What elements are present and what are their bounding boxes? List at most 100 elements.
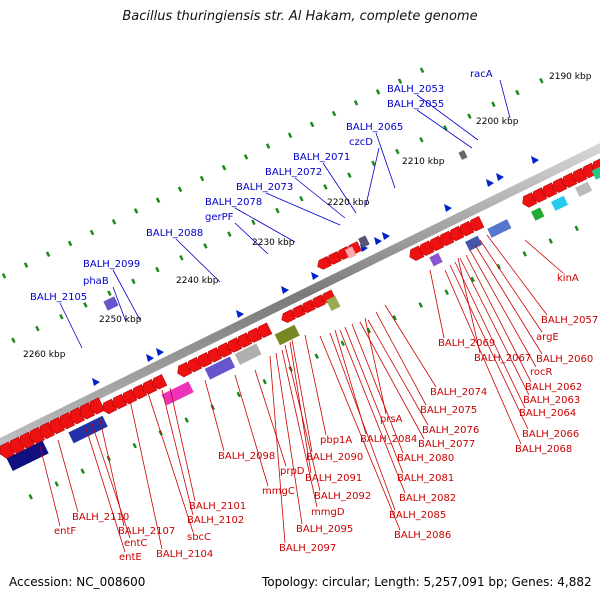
reverse-gene-label: BALH_2064 bbox=[519, 408, 576, 419]
tick-mark bbox=[419, 67, 425, 74]
reverse-leader-line bbox=[319, 335, 401, 531]
forward-gene-label: BALH_2055 bbox=[387, 99, 444, 110]
feature-box bbox=[161, 381, 194, 406]
forward-gene-label: BALH_2053 bbox=[387, 84, 444, 95]
reverse-gene-label: BALH_2057 bbox=[541, 315, 598, 326]
reverse-gene-label: prpD bbox=[280, 466, 305, 477]
feature-box bbox=[274, 324, 300, 346]
ruler-label: 2260 kbp bbox=[23, 350, 66, 360]
forward-arrow bbox=[496, 173, 504, 181]
reverse-gene-block bbox=[152, 374, 168, 390]
forward-gene-label: czcD bbox=[349, 137, 373, 148]
forward-arrow bbox=[531, 156, 539, 164]
feature-box bbox=[531, 207, 545, 221]
tick-mark bbox=[548, 238, 553, 244]
reverse-leader-line bbox=[344, 326, 404, 474]
tick-mark bbox=[80, 468, 85, 474]
reverse-leader-line bbox=[85, 427, 126, 553]
reverse-gene-label: BALH_2074 bbox=[430, 387, 487, 398]
reverse-leader-line bbox=[359, 321, 425, 440]
reverse-leader-line bbox=[459, 257, 530, 396]
forward-gene-label: BALH_2065 bbox=[346, 122, 403, 133]
reverse-leader-line bbox=[147, 392, 194, 533]
map-title: Bacillus thuringiensis str. Al Hakam, co… bbox=[122, 9, 478, 24]
reverse-leader-line bbox=[161, 389, 194, 516]
tick-mark bbox=[155, 197, 161, 203]
tick-mark bbox=[107, 290, 112, 296]
tick-mark bbox=[395, 148, 400, 155]
feature-box bbox=[575, 181, 593, 197]
reverse-gene-label: BALH_2091 bbox=[305, 473, 362, 484]
tick-mark bbox=[443, 125, 448, 131]
reverse-leader-line bbox=[281, 349, 318, 508]
tick-mark bbox=[184, 417, 189, 423]
tick-mark bbox=[444, 289, 449, 296]
reverse-gene-block bbox=[79, 402, 96, 420]
tick-mark bbox=[11, 337, 16, 344]
reverse-gene-block bbox=[469, 215, 485, 232]
forward-arrow bbox=[374, 237, 382, 245]
reverse-leader-line bbox=[304, 334, 327, 436]
tick-mark bbox=[1, 273, 7, 279]
forward-gene-label: BALH_2105 bbox=[30, 292, 87, 303]
tick-mark bbox=[574, 225, 579, 232]
feature-box bbox=[458, 150, 468, 160]
reverse-gene-label: prsA bbox=[380, 414, 403, 425]
reverse-gene-label: kinA bbox=[557, 273, 579, 284]
tick-mark bbox=[243, 154, 249, 160]
reverse-leader-line bbox=[254, 369, 287, 467]
forward-arrow bbox=[486, 179, 494, 187]
reverse-leader-line bbox=[339, 329, 406, 494]
tick-mark bbox=[353, 100, 359, 106]
forward-gene-label: BALH_2078 bbox=[205, 197, 262, 208]
tick-mark bbox=[314, 353, 319, 359]
reverse-gene-block bbox=[29, 426, 46, 444]
reverse-gene-label: BALH_2076 bbox=[422, 425, 479, 436]
forward-leader-line bbox=[375, 132, 396, 189]
forward-gene-label: BALH_2088 bbox=[146, 228, 203, 239]
feature-box bbox=[358, 235, 370, 248]
ruler-label: 2220 kbp bbox=[327, 198, 370, 208]
reverse-gene-label: BALH_2081 bbox=[397, 473, 454, 484]
tick-mark bbox=[419, 136, 424, 143]
reverse-leader-line bbox=[465, 254, 532, 383]
reverse-gene-label: BALH_2069 bbox=[438, 338, 495, 349]
tick-mark bbox=[177, 186, 183, 193]
tick-mark bbox=[515, 89, 520, 96]
tick-mark bbox=[331, 110, 337, 117]
forward-leader-line bbox=[365, 147, 380, 206]
reverse-gene-label: BALH_2110 bbox=[72, 512, 129, 523]
ruler-label: 2200 kbp bbox=[476, 117, 519, 127]
tick-mark bbox=[309, 121, 315, 128]
reverse-leader-line bbox=[454, 261, 526, 409]
tick-mark bbox=[299, 195, 304, 202]
reverse-gene-label: rocR bbox=[530, 367, 553, 378]
reverse-leader-line bbox=[284, 344, 321, 492]
feature-box bbox=[551, 195, 569, 211]
reverse-gene-label: BALH_2098 bbox=[218, 451, 275, 462]
reverse-gene-label: BALH_2107 bbox=[118, 526, 175, 537]
feature-box bbox=[344, 246, 357, 259]
reverse-gene-label: BALH_2060 bbox=[536, 354, 593, 365]
tick-mark bbox=[340, 340, 345, 347]
reverse-leader-line bbox=[91, 423, 131, 539]
reverse-gene-label: BALH_2090 bbox=[306, 452, 363, 463]
backbone bbox=[0, 143, 600, 448]
tick-mark bbox=[111, 218, 117, 225]
reverse-gene-label: BALH_2067 bbox=[474, 353, 531, 364]
tick-mark bbox=[199, 175, 205, 182]
reverse-gene-label: BALH_2095 bbox=[296, 524, 353, 535]
reverse-leader-line bbox=[291, 339, 313, 453]
reverse-leader-line bbox=[449, 264, 529, 430]
forward-leader-line bbox=[112, 286, 127, 323]
feature-box bbox=[465, 235, 483, 251]
forward-gene-label: BALH_2073 bbox=[236, 182, 293, 193]
tick-mark bbox=[179, 254, 184, 261]
reverse-gene-label: mmgD bbox=[311, 507, 345, 518]
forward-gene-label: BALH_2099 bbox=[83, 259, 140, 270]
tick-mark bbox=[227, 231, 232, 237]
reverse-gene-label: sbcC bbox=[187, 532, 211, 543]
tick-mark bbox=[262, 378, 267, 385]
tick-mark bbox=[251, 219, 256, 226]
